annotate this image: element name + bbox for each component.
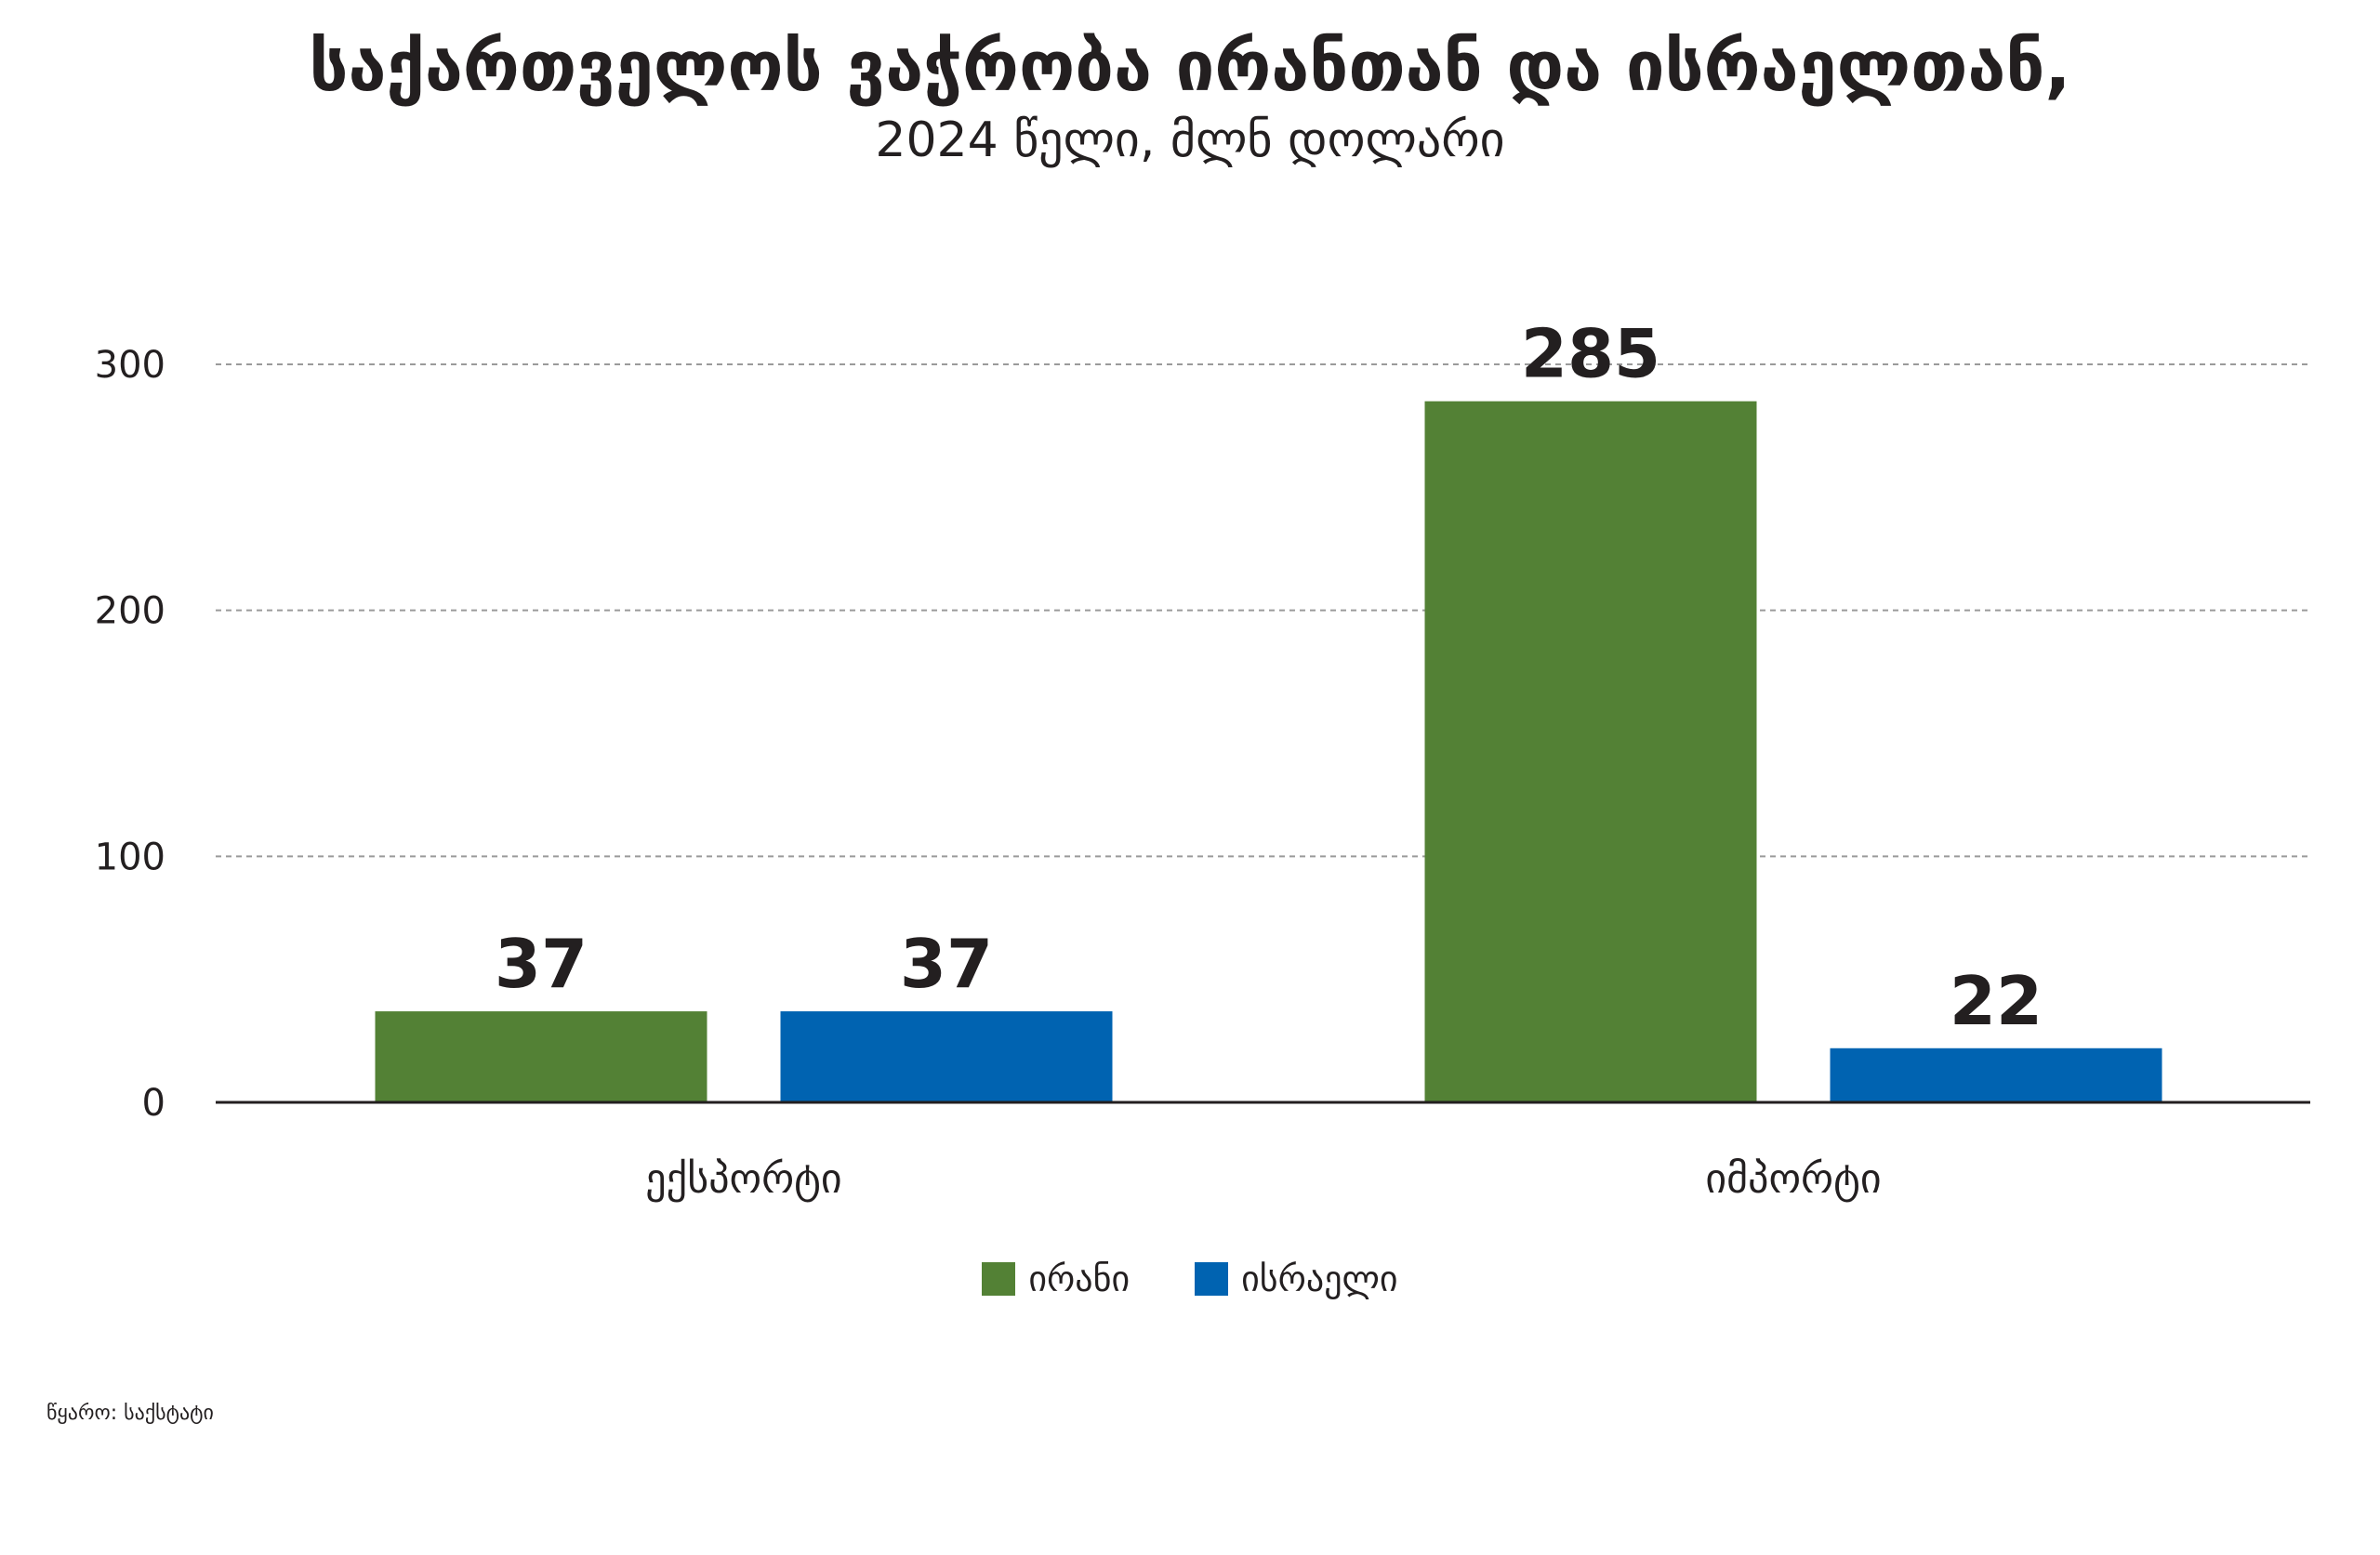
legend-item: ირანი (982, 1258, 1130, 1299)
legend-label: ისრაელი (1241, 1258, 1398, 1299)
data-label: 37 (495, 925, 588, 1003)
gridlines (216, 363, 2310, 858)
legend-item: ისრაელი (1195, 1258, 1398, 1299)
legend-swatch (1195, 1262, 1229, 1296)
data-label: 285 (1521, 315, 1660, 393)
bar (1424, 401, 1757, 1102)
bars (375, 401, 2162, 1102)
data-labels: 37 37 285 22 (495, 315, 2043, 1040)
legend-swatch (982, 1262, 1016, 1296)
legend-label: ირანი (1028, 1258, 1130, 1299)
y-tick-label: 300 (95, 344, 165, 387)
source-note: წყარო: საქსტატი (46, 1402, 214, 1425)
y-tick-label: 200 (95, 590, 165, 633)
y-tick-label: 100 (95, 836, 165, 878)
chart-subtitle: 2024 წელი, მლნ დოლარი (875, 112, 1505, 168)
x-axis-categories: ექსპორტი იმპორტი (645, 1155, 1881, 1203)
legend: ირანი ისრაელი (0, 1258, 2380, 1299)
bar (1830, 1048, 2162, 1102)
data-label: 22 (1950, 962, 2043, 1040)
bar (375, 1011, 707, 1102)
y-axis-ticks: 0 100 200 300 (95, 344, 165, 1125)
bar (780, 1011, 1113, 1102)
category-label: ექსპორტი (645, 1155, 841, 1203)
y-tick-label: 0 (142, 1082, 165, 1125)
data-label: 37 (900, 925, 993, 1003)
category-label: იმპორტი (1705, 1155, 1881, 1203)
chart-title: საქართველოს ვაჭრობა ირანთან და ისრაელთან… (309, 27, 2071, 107)
